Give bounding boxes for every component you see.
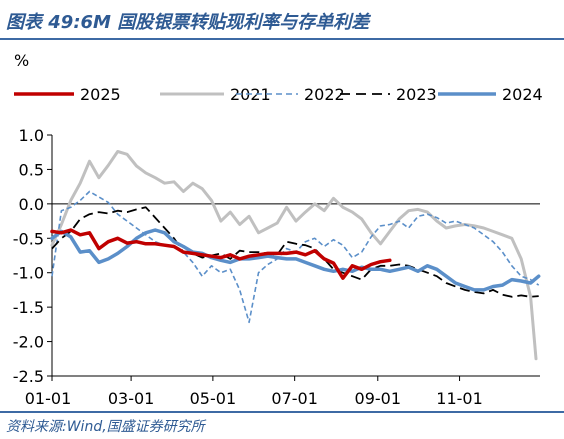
series-line-2023 — [51, 206, 539, 298]
source-note: 资料来源:Wind,国盛证券研究所 — [6, 419, 205, 435]
series-line-2024 — [50, 228, 541, 292]
legend-label-2023: 2023 — [396, 85, 437, 104]
y-tick-label: 1.0 — [19, 126, 44, 145]
y-tick-label: 0.5 — [19, 160, 44, 179]
title-bar: 图表 49:6M 国股银票转贴现利率与存单利差 — [0, 0, 564, 40]
x-tick-label: 09-01 — [355, 389, 402, 408]
y-unit-label: % — [14, 51, 29, 70]
series-line-2025 — [50, 228, 392, 280]
x-tick-label: 03-01 — [108, 389, 155, 408]
y-tick-label: -1.0 — [13, 264, 44, 283]
y-tick-label: -2.5 — [13, 367, 44, 386]
series-line-2021 — [50, 150, 538, 361]
footer-divider — [0, 411, 564, 413]
y-tick-label: -1.5 — [13, 298, 44, 317]
y-tick-label: -0.5 — [13, 229, 44, 248]
legend-label-2025: 2025 — [80, 85, 121, 104]
x-tick-label: 11-01 — [436, 389, 483, 408]
x-tick-label: 05-01 — [190, 389, 237, 408]
chart-area: %2025 2021 2022 2023 20241.00.50.0-0.5-1.0-1… — [13, 51, 543, 408]
legend-label-2024: 2024 — [502, 85, 543, 104]
y-tick-label: -2.0 — [13, 333, 44, 352]
y-tick-label: 0.0 — [19, 195, 44, 214]
series-line-2022 — [51, 190, 540, 324]
x-tick-label: 07-01 — [271, 389, 318, 408]
title-divider — [0, 38, 564, 40]
chart-title: 图表 49:6M 国股银票转贴现利率与存单利差 — [6, 12, 370, 33]
legend-label-2022: 2022 — [304, 85, 345, 104]
x-tick-label: 01-01 — [25, 389, 72, 408]
